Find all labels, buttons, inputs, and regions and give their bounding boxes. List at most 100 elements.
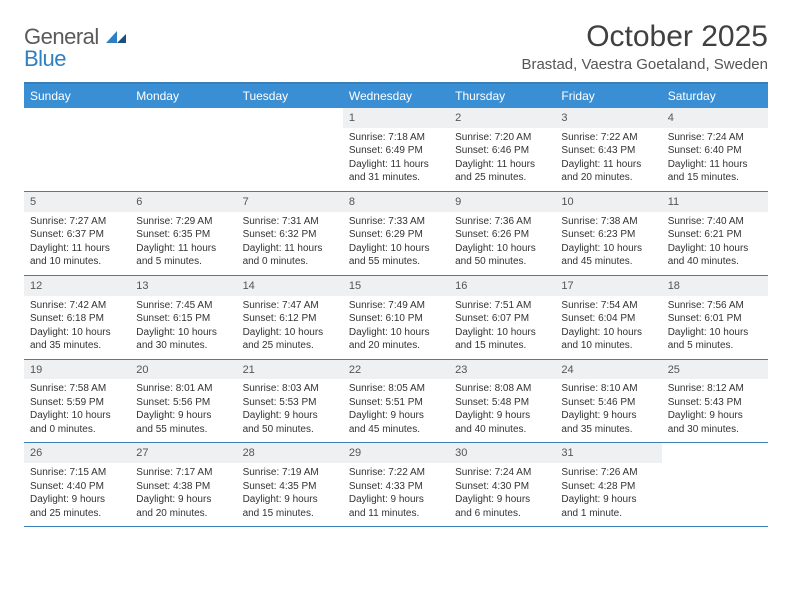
day-number: 4 xyxy=(662,108,768,128)
day-body: Sunrise: 7:49 AMSunset: 6:10 PMDaylight:… xyxy=(343,296,449,359)
sunrise-text: Sunrise: 8:05 AM xyxy=(349,382,443,396)
day-body: Sunrise: 7:27 AMSunset: 6:37 PMDaylight:… xyxy=(24,212,130,275)
sunrise-text: Sunrise: 7:49 AM xyxy=(349,299,443,313)
day-header-row: SundayMondayTuesdayWednesdayThursdayFrid… xyxy=(24,84,768,108)
day-number: 27 xyxy=(130,443,236,463)
day-cell xyxy=(24,108,130,191)
sunset-text: Sunset: 4:35 PM xyxy=(243,480,337,494)
day-body: Sunrise: 8:01 AMSunset: 5:56 PMDaylight:… xyxy=(130,379,236,442)
sunset-text: Sunset: 6:49 PM xyxy=(349,144,443,158)
day-header: Thursday xyxy=(449,84,555,108)
day-cell: 28Sunrise: 7:19 AMSunset: 4:35 PMDayligh… xyxy=(237,443,343,526)
day-body: Sunrise: 7:20 AMSunset: 6:46 PMDaylight:… xyxy=(449,128,555,191)
day-number: 30 xyxy=(449,443,555,463)
day-number: 17 xyxy=(555,276,661,296)
daylight-text: Daylight: 10 hours and 30 minutes. xyxy=(136,326,230,353)
day-number: 21 xyxy=(237,360,343,380)
day-body: Sunrise: 7:56 AMSunset: 6:01 PMDaylight:… xyxy=(662,296,768,359)
daylight-text: Daylight: 9 hours and 20 minutes. xyxy=(136,493,230,520)
weeks-container: 1 Sunrise: 7:18 AMSunset: 6:49 PM Daylight… xyxy=(24,108,768,527)
location-text: Brastad, Vaestra Goetaland, Sweden xyxy=(521,56,768,73)
sunset-text: Sunset: 6:10 PM xyxy=(349,312,443,326)
sunrise-text: Sunrise: 7:58 AM xyxy=(30,382,124,396)
sunset-text: Sunset: 5:51 PM xyxy=(349,396,443,410)
sunset-text: Sunset: 5:46 PM xyxy=(561,396,655,410)
sunset-text: Sunset: 5:48 PM xyxy=(455,396,549,410)
day-header: Tuesday xyxy=(237,84,343,108)
sunrise-text: Sunrise: 8:08 AM xyxy=(455,382,549,396)
day-cell: 1Sunrise: 7:18 AMSunset: 6:49 PMDaylight… xyxy=(343,108,449,191)
daylight-text: Daylight: 9 hours and 6 minutes. xyxy=(455,493,549,520)
sunset-text: Sunset: 4:30 PM xyxy=(455,480,549,494)
day-number: 15 xyxy=(343,276,449,296)
day-number: 13 xyxy=(130,276,236,296)
day-body: Sunrise: 7:31 AMSunset: 6:32 PMDaylight:… xyxy=(237,212,343,275)
sunset-text: Sunset: 6:35 PM xyxy=(136,228,230,242)
day-body: Sunrise: 8:05 AMSunset: 5:51 PMDaylight:… xyxy=(343,379,449,442)
logo-mark-icon xyxy=(106,24,128,50)
day-cell: 3Sunrise: 7:22 AMSunset: 6:43 PMDaylight… xyxy=(555,108,661,191)
sunrise-text: Sunrise: 7:33 AM xyxy=(349,215,443,229)
day-body: Sunrise: 7:24 AMSunset: 6:40 PMDaylight:… xyxy=(662,128,768,191)
sunrise-text: Sunrise: 7:26 AM xyxy=(561,466,655,480)
day-body: Sunrise: 7:29 AMSunset: 6:35 PMDaylight:… xyxy=(130,212,236,275)
daylight-text: Daylight: 9 hours and 1 minute. xyxy=(561,493,655,520)
sunset-text: Sunset: 6:21 PM xyxy=(668,228,762,242)
day-number: 9 xyxy=(449,192,555,212)
day-body: Sunrise: 8:12 AMSunset: 5:43 PMDaylight:… xyxy=(662,379,768,442)
day-number: 2 xyxy=(449,108,555,128)
daylight-text: Daylight: 11 hours and 25 minutes. xyxy=(455,158,549,185)
sunrise-text: Sunrise: 7:17 AM xyxy=(136,466,230,480)
day-body: Sunrise: 7:17 AMSunset: 4:38 PMDaylight:… xyxy=(130,463,236,526)
day-cell: 25Sunrise: 8:12 AMSunset: 5:43 PMDayligh… xyxy=(662,360,768,443)
day-number: 7 xyxy=(237,192,343,212)
sunset-text: Sunset: 6:37 PM xyxy=(30,228,124,242)
day-number: 1 xyxy=(343,108,449,128)
day-cell: 16Sunrise: 7:51 AMSunset: 6:07 PMDayligh… xyxy=(449,276,555,359)
sunrise-text: Sunrise: 7:19 AM xyxy=(243,466,337,480)
day-cell: 6Sunrise: 7:29 AMSunset: 6:35 PMDaylight… xyxy=(130,192,236,275)
day-cell: 11Sunrise: 7:40 AMSunset: 6:21 PMDayligh… xyxy=(662,192,768,275)
sunset-text: Sunset: 6:18 PM xyxy=(30,312,124,326)
sunrise-text: Sunrise: 7:18 AM xyxy=(349,131,443,145)
day-cell: 10Sunrise: 7:38 AMSunset: 6:23 PMDayligh… xyxy=(555,192,661,275)
sunrise-text: Sunrise: 7:42 AM xyxy=(30,299,124,313)
day-number xyxy=(130,108,236,128)
day-header: Saturday xyxy=(662,84,768,108)
day-body: Sunrise: 7:24 AMSunset: 4:30 PMDaylight:… xyxy=(449,463,555,526)
day-cell: 7Sunrise: 7:31 AMSunset: 6:32 PMDaylight… xyxy=(237,192,343,275)
sunset-text: Sunset: 5:59 PM xyxy=(30,396,124,410)
day-number: 24 xyxy=(555,360,661,380)
daylight-text: Daylight: 10 hours and 50 minutes. xyxy=(455,242,549,269)
sunrise-text: Sunrise: 7:29 AM xyxy=(136,215,230,229)
day-cell: 5Sunrise: 7:27 AMSunset: 6:37 PMDaylight… xyxy=(24,192,130,275)
day-cell: 22Sunrise: 8:05 AMSunset: 5:51 PMDayligh… xyxy=(343,360,449,443)
daylight-text: Daylight: 9 hours and 40 minutes. xyxy=(455,409,549,436)
daylight-text: Daylight: 10 hours and 35 minutes. xyxy=(30,326,124,353)
day-cell: 9Sunrise: 7:36 AMSunset: 6:26 PMDaylight… xyxy=(449,192,555,275)
sunrise-text: Sunrise: 7:45 AM xyxy=(136,299,230,313)
day-number: 19 xyxy=(24,360,130,380)
sunrise-text: Sunrise: 7:20 AM xyxy=(455,131,549,145)
sunrise-text: Sunrise: 7:56 AM xyxy=(668,299,762,313)
daylight-text: Daylight: 9 hours and 45 minutes. xyxy=(349,409,443,436)
sunset-text: Sunset: 6:23 PM xyxy=(561,228,655,242)
sunset-text: Sunset: 5:56 PM xyxy=(136,396,230,410)
day-cell: 23Sunrise: 8:08 AMSunset: 5:48 PMDayligh… xyxy=(449,360,555,443)
day-number xyxy=(237,108,343,128)
day-body: Sunrise: 8:03 AMSunset: 5:53 PMDaylight:… xyxy=(237,379,343,442)
day-number: 14 xyxy=(237,276,343,296)
day-body: Sunrise: 7:26 AMSunset: 4:28 PMDaylight:… xyxy=(555,463,661,526)
daylight-text: Daylight: 9 hours and 30 minutes. xyxy=(668,409,762,436)
sunset-text: Sunset: 6:43 PM xyxy=(561,144,655,158)
daylight-text: Daylight: 9 hours and 15 minutes. xyxy=(243,493,337,520)
day-cell: 24Sunrise: 8:10 AMSunset: 5:46 PMDayligh… xyxy=(555,360,661,443)
day-cell xyxy=(130,108,236,191)
page-title: October 2025 xyxy=(521,20,768,54)
sunset-text: Sunset: 6:04 PM xyxy=(561,312,655,326)
day-cell: 15Sunrise: 7:49 AMSunset: 6:10 PMDayligh… xyxy=(343,276,449,359)
day-cell: 13Sunrise: 7:45 AMSunset: 6:15 PMDayligh… xyxy=(130,276,236,359)
day-cell: 4Sunrise: 7:24 AMSunset: 6:40 PMDaylight… xyxy=(662,108,768,191)
day-body: Sunrise: 7:42 AMSunset: 6:18 PMDaylight:… xyxy=(24,296,130,359)
sunset-text: Sunset: 5:43 PM xyxy=(668,396,762,410)
